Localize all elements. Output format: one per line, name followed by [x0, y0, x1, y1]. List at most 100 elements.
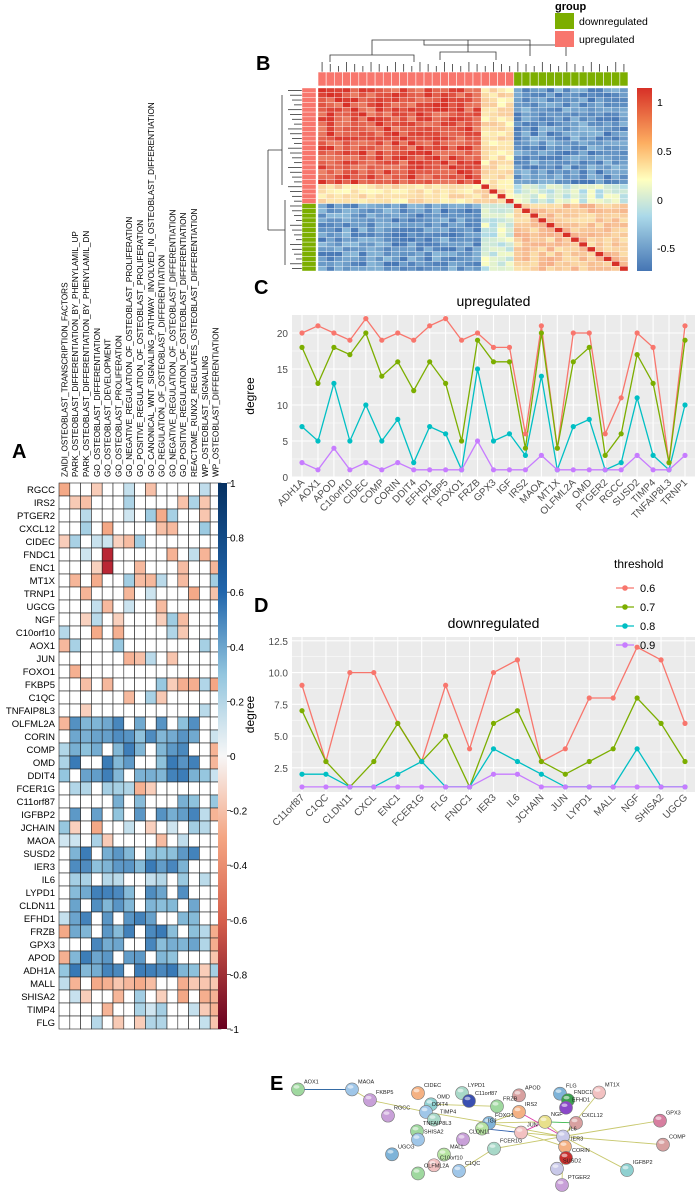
heatmap-cell — [513, 97, 523, 103]
heatmap-cell — [177, 872, 189, 887]
heatmap-cell — [521, 102, 531, 108]
network-edge — [562, 1136, 664, 1146]
heatmap-cell — [480, 203, 490, 209]
heatmap-cell — [177, 690, 189, 705]
heatmap-cell — [546, 174, 555, 180]
network-node — [592, 1085, 606, 1100]
data-point — [395, 359, 401, 365]
heatmap-cell — [58, 1002, 71, 1017]
heatmap-cell — [440, 174, 449, 180]
heatmap-cell — [587, 174, 596, 180]
heatmap-cell — [101, 612, 114, 627]
heatmap-cell — [448, 140, 457, 146]
heatmap-cell — [91, 560, 103, 575]
heatmap-cell — [529, 217, 539, 224]
heatmap-cell — [80, 638, 92, 653]
heatmap-cell — [366, 160, 376, 166]
heatmap-cell — [112, 976, 125, 991]
heatmap-cell — [145, 807, 157, 822]
heatmap-cell — [155, 833, 168, 848]
data-point — [411, 467, 417, 473]
heatmap-cell — [611, 179, 621, 185]
heatmap-cell — [464, 97, 474, 103]
heatmap-cell — [423, 150, 433, 156]
heatmap-cell — [505, 198, 514, 204]
heatmap-cell — [603, 261, 612, 267]
heatmap-cell — [199, 755, 211, 770]
heatmap-cell — [432, 246, 441, 252]
data-point — [570, 424, 576, 430]
heatmap-cell — [199, 690, 211, 705]
heatmap-cell — [611, 135, 621, 142]
heatmap-cell — [391, 203, 400, 209]
group-annotation-cell — [301, 107, 317, 113]
heatmap-cell — [587, 111, 596, 118]
heatmap-cell — [448, 111, 457, 118]
heatmap-cell — [177, 976, 189, 991]
heatmap-cell — [69, 664, 81, 679]
heatmap-cell — [440, 121, 449, 127]
heatmap-cell — [407, 92, 417, 98]
heatmap-cell — [366, 188, 376, 195]
heatmap-cell — [166, 833, 179, 848]
heatmap-cell — [415, 87, 425, 93]
heatmap-cell — [415, 116, 425, 122]
heatmap-cell — [538, 232, 547, 238]
heatmap-cell — [101, 963, 114, 978]
panel-label-c: C — [254, 277, 268, 299]
node-highlight — [458, 1135, 465, 1139]
heatmap-cell — [325, 126, 335, 132]
heatmap-cell — [188, 833, 200, 848]
heatmap-cell — [350, 203, 359, 209]
heatmap-cell — [399, 198, 408, 204]
group-annotation-cell — [350, 71, 360, 87]
heatmap-cell — [69, 547, 81, 562]
heatmap-cell — [513, 217, 523, 224]
heatmap-cell — [554, 116, 563, 122]
heatmap-cell — [188, 729, 200, 744]
heatmap-cell — [188, 560, 200, 575]
heatmap-cell — [587, 246, 596, 252]
heatmap-cell — [407, 164, 417, 171]
heatmap-cell — [177, 911, 189, 926]
network-edge — [562, 1092, 600, 1137]
heatmap-cell — [101, 833, 114, 848]
heatmap-cell — [358, 188, 368, 195]
heatmap-cell — [440, 131, 449, 137]
heatmap-col-label: PARK_OSTEOBLAST_DIFFERENTIATION_BY_PHENY… — [71, 231, 80, 477]
heatmap-cell — [334, 97, 343, 103]
heatmap-cell — [374, 237, 384, 243]
heatmap-cell — [570, 150, 580, 156]
heatmap-cell — [112, 651, 125, 666]
heatmap-cell — [112, 586, 125, 601]
heatmap-cell — [415, 131, 425, 137]
heatmap-cell — [123, 664, 135, 679]
heatmap-cell — [188, 508, 200, 523]
network-node — [363, 1093, 377, 1107]
heatmap-cell — [538, 237, 547, 243]
heatmap-cell — [472, 237, 482, 243]
heatmap-cell — [383, 150, 392, 156]
heatmap-cell — [407, 188, 417, 195]
heatmap-cell — [317, 198, 327, 204]
group-annotation-cell — [301, 131, 317, 137]
heatmap-col-label: PARK_OSTEOBLAST_DIFFERENTIATION_BY_PHENY… — [82, 231, 91, 477]
heatmap-cell — [415, 111, 425, 118]
heatmap-cell — [497, 107, 506, 113]
heatmap-cell — [578, 150, 588, 156]
heatmap-cell — [513, 140, 523, 146]
heatmap-cell — [325, 241, 335, 248]
heatmap-cell — [166, 859, 179, 874]
y-tick-label: 5 — [282, 437, 288, 448]
heatmap-cell — [177, 924, 189, 939]
heatmap-cell — [80, 976, 92, 991]
heatmap-cell — [134, 664, 146, 679]
heatmap-cell — [480, 251, 490, 257]
heatmap-cell — [423, 160, 433, 166]
heatmap-cell — [472, 217, 482, 224]
group-annotation-cell — [472, 71, 482, 87]
heatmap-cell — [578, 169, 588, 175]
heatmap-cell — [521, 116, 531, 122]
heatmap-cell — [166, 1002, 179, 1017]
heatmap-cell — [562, 155, 572, 161]
